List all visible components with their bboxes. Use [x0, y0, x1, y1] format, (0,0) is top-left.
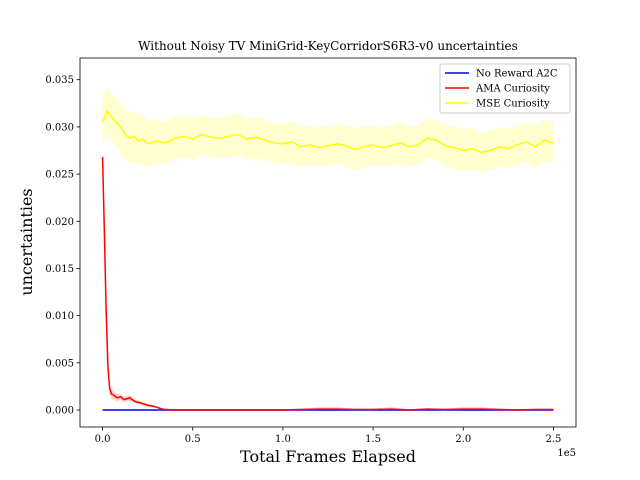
y-tick-label: 0.030 — [45, 122, 74, 133]
legend-label-mse-curiosity: MSE Curiosity — [476, 99, 550, 110]
mse-curiosity-band — [102, 87, 554, 173]
axes-frame — [79, 57, 577, 428]
x-tick-label: 0.5 — [185, 434, 201, 445]
y-tick-label: 0.015 — [45, 264, 74, 275]
y-axis-label: uncertainties — [17, 188, 36, 295]
y-tick-label: 0.000 — [45, 406, 74, 417]
x-tick-label: 0.0 — [95, 434, 111, 445]
x-tick-label: 1.0 — [275, 434, 291, 445]
legend-label-ama-curiosity: AMA Curiosity — [475, 84, 550, 95]
x-tick-label: 2.5 — [546, 434, 562, 445]
chart-title: Without Noisy TV MiniGrid-KeyCorridorS6R… — [138, 39, 518, 53]
x-tick-label: 2.0 — [455, 434, 471, 445]
plot-area — [101, 87, 554, 411]
x-axis: 0.0 0.5 1.0 1.5 2.0 2.5 — [95, 427, 562, 445]
y-tick-label: 0.005 — [45, 358, 74, 369]
legend: No Reward A2C AMA Curiosity MSE Curiosity — [439, 63, 571, 114]
ama-curiosity-line — [101, 157, 554, 411]
y-tick-label: 0.020 — [45, 217, 74, 228]
x-tick-label: 1.5 — [365, 434, 381, 445]
y-axis: 0.000 0.005 0.010 0.015 0.020 0.025 0.030 0.035 — [45, 75, 80, 417]
legend-label-no-reward-a2c: No Reward A2C — [476, 69, 558, 80]
y-tick-label: 0.010 — [45, 311, 74, 322]
y-tick-label: 0.025 — [45, 170, 74, 181]
y-tick-label: 0.035 — [45, 75, 74, 86]
legend-box — [439, 63, 571, 114]
series-lines — [101, 110, 554, 411]
x-offset-label: 1e5 — [557, 448, 576, 459]
mse-curiosity-line — [101, 110, 554, 154]
x-axis-label: Total Frames Elapsed — [240, 447, 416, 466]
